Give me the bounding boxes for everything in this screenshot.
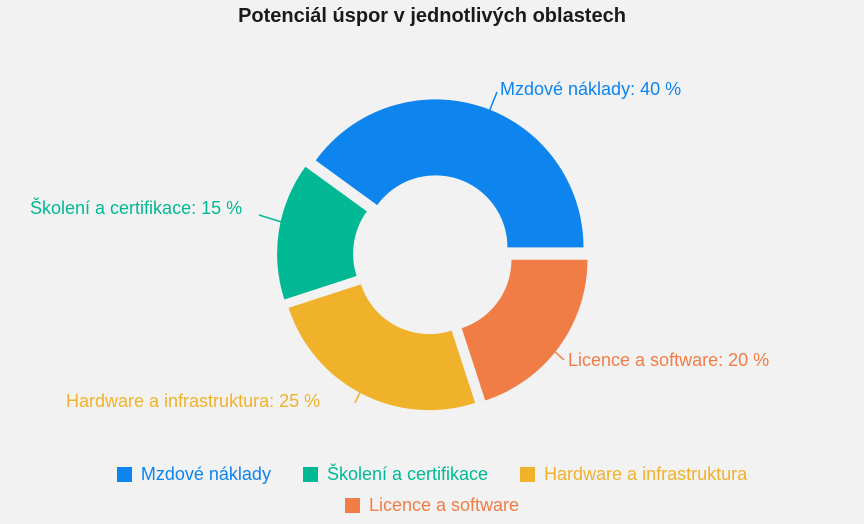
callout-leader-line [539, 337, 565, 361]
legend-swatch-skoleni-a-certifikace-icon [302, 466, 318, 482]
pie-slice-3[interactable] [461, 259, 588, 401]
pie-slice-1[interactable] [277, 166, 367, 300]
callout-leader-line [354, 379, 367, 404]
legend-label: Mzdové náklady [140, 464, 271, 484]
legend-swatch-licence-a-software-icon [344, 497, 360, 513]
slice-callout-licence-a-software: Licence a software: 20 % [568, 350, 770, 370]
pie-slice-0[interactable] [315, 99, 584, 248]
callout-leader-line [258, 214, 289, 225]
legend-swatch-hardware-a-infrastruktura-icon [520, 466, 536, 482]
legend-row-2: Licence a software [344, 494, 520, 516]
legend-label: Licence a software [368, 495, 520, 515]
slice-callout-mzdove-naklady: Mzdové náklady: 40 % [500, 79, 682, 99]
legend-item-hardware-a-infrastruktura[interactable]: Hardware a infrastruktura [520, 463, 747, 485]
slice-callout-hardware-a-infrastruktura: Hardware a infrastruktura: 25 % [66, 391, 321, 411]
legend-swatch-mzdove-naklady-icon [116, 466, 132, 482]
callout-leader-line [486, 91, 498, 118]
slice-callout-skoleni-a-certifikace: Školení a certifikace: 15 % [30, 198, 243, 218]
legend-item-skoleni-a-certifikace[interactable]: Školení a certifikace [302, 463, 489, 485]
legend-item-licence-a-software[interactable]: Licence a software [344, 494, 520, 516]
legend-label: Hardware a infrastruktura [544, 464, 748, 484]
legend: Mzdové náklady Školení a certifikace Har… [0, 463, 864, 516]
legend-item-mzdove-naklady[interactable]: Mzdové náklady [116, 463, 271, 485]
pie-slice-2[interactable] [288, 284, 476, 411]
legend-row-1: Mzdové náklady Školení a certifikace Har… [116, 463, 747, 485]
chart-title: Potenciál úspor v jednotlivých oblastech [238, 5, 626, 27]
legend-label: Školení a certifikace [326, 464, 489, 484]
